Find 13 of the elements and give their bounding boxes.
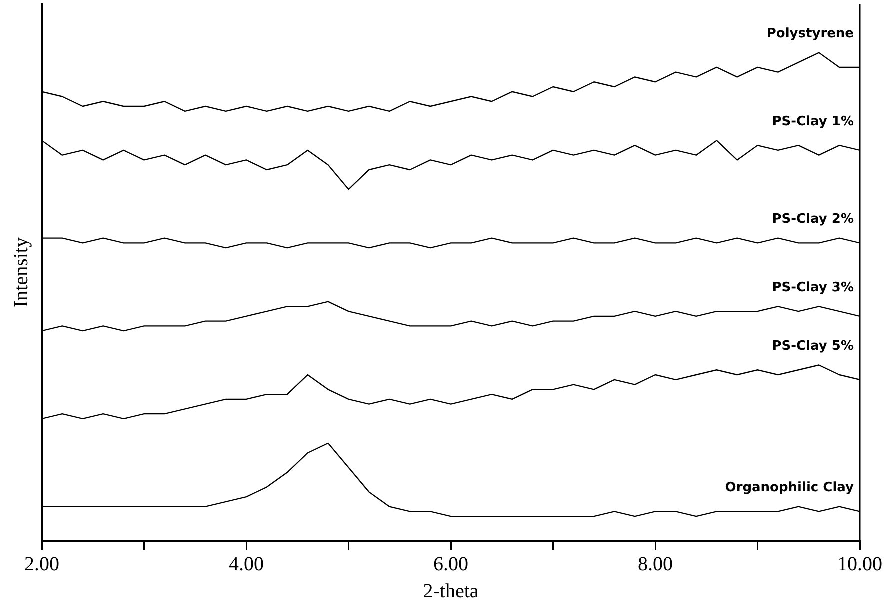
x-tick-label: 6.00 — [434, 553, 468, 576]
y-axis-title: Intensity — [10, 238, 32, 308]
series-label: Organophilic Clay — [725, 480, 855, 496]
x-tick-label: 10.00 — [838, 553, 882, 576]
x-tick-label: 4.00 — [229, 553, 264, 576]
series-label: Polystyrene — [766, 26, 854, 42]
x-axis-title: 2-theta — [423, 580, 479, 602]
series-label: PS-Clay 5% — [772, 339, 854, 354]
series-label: PS-Clay 1% — [772, 114, 854, 130]
x-tick-label: 8.00 — [638, 553, 673, 576]
x-tick-label: 2.00 — [24, 553, 60, 576]
series-label: PS-Clay 2% — [772, 212, 854, 228]
series-label: PS-Clay 3% — [772, 280, 854, 296]
